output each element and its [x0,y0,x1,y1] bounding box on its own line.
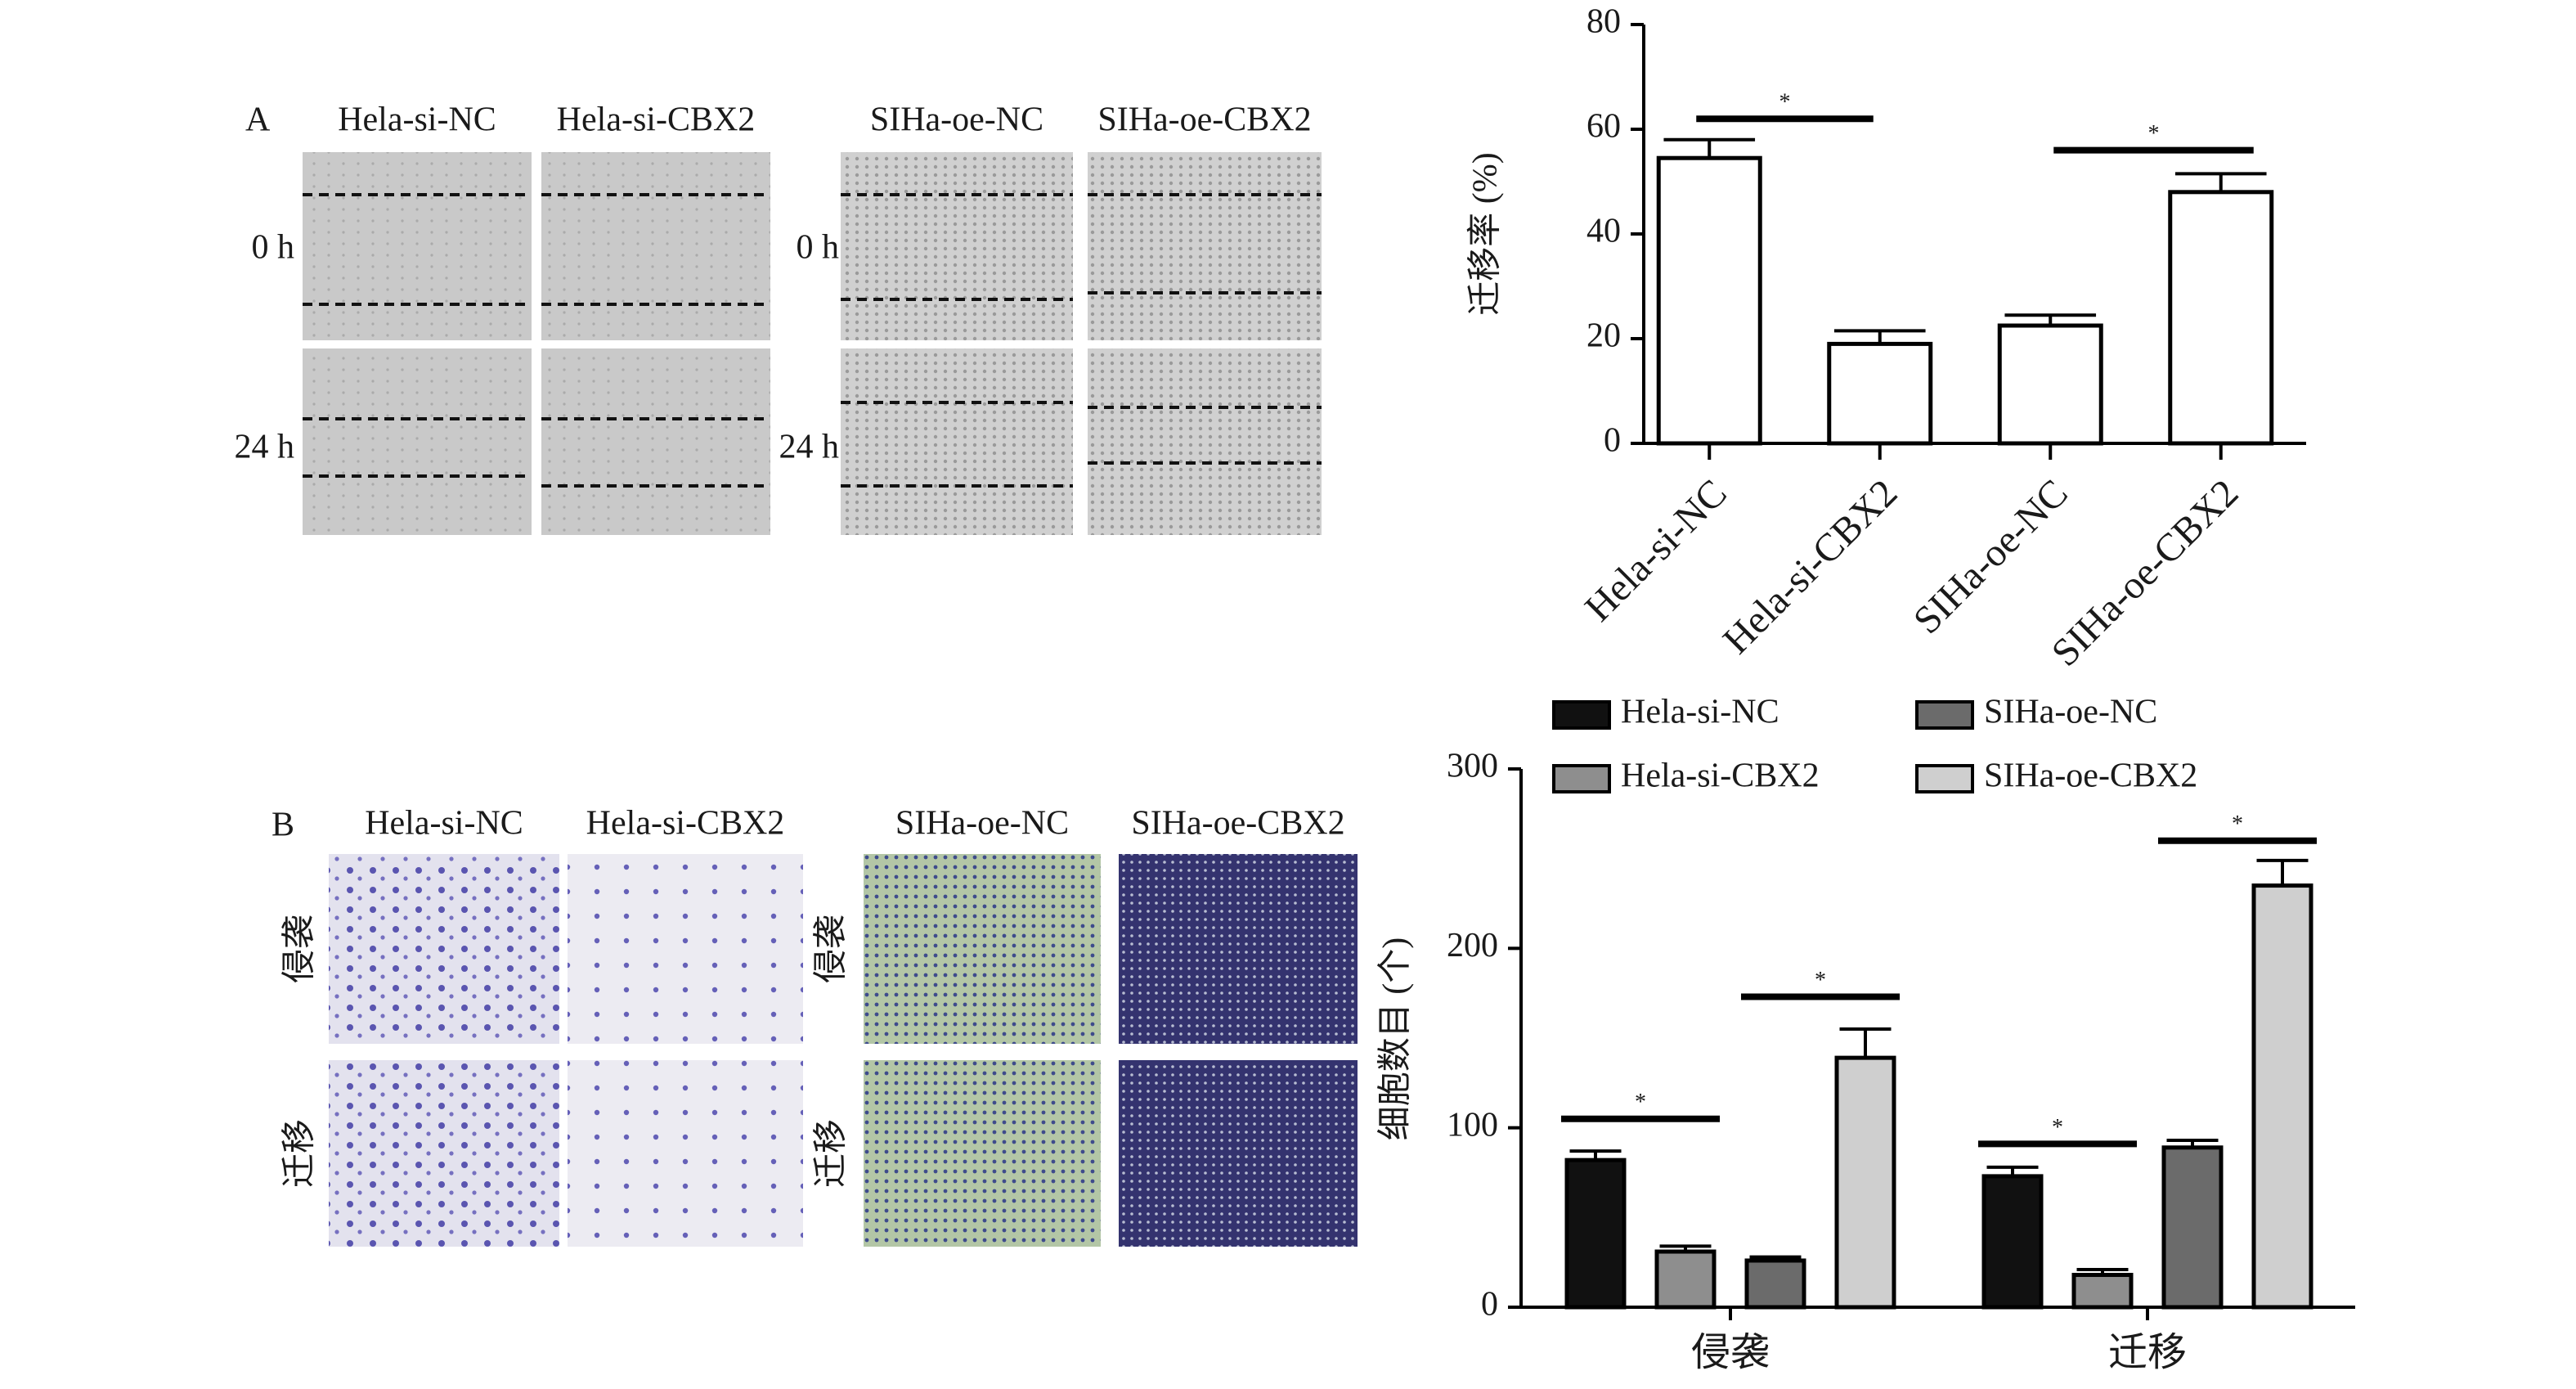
micrograph [864,1060,1101,1247]
y-axis-label: 迁移率 (%) [1466,152,1505,315]
row-label: 侵袭 [281,915,319,983]
column-label: SIHa-oe-NC [895,805,1069,843]
y-tick-label: 60 [1586,108,1621,146]
y-tick-label: 0 [1481,1286,1498,1324]
significance-label: * [1779,90,1791,115]
micrograph [841,152,1073,340]
row-label: 迁移 [281,1119,319,1188]
y-tick-label: 100 [1447,1106,1498,1144]
column-label: Hela-si-NC [338,101,496,139]
panel-label: A [245,101,271,139]
micrograph [841,348,1073,535]
significance-label: * [1635,1090,1646,1115]
x-tick-label: 侵袭 [1691,1331,1770,1374]
legend-label: Hela-si-CBX2 [1621,757,1820,795]
y-tick-label: 80 [1586,3,1621,41]
column-label: Hela-si-NC [365,805,523,843]
y-tick-label: 40 [1586,213,1621,250]
panel-label: B [272,807,294,844]
significance-label: * [2232,811,2243,837]
y-tick-label: 200 [1447,927,1498,964]
micrograph [541,348,770,535]
bar [1981,1174,2044,1310]
bar [2168,190,2274,446]
bar [1564,1158,1627,1310]
bar [1744,1258,1806,1310]
bar [1827,341,1933,446]
y-tick-label: 20 [1586,317,1621,355]
micrograph [568,854,803,1044]
y-tick-label: 300 [1447,748,1498,785]
bar [2071,1273,2134,1310]
column-label: SIHa-oe-NC [870,101,1043,139]
micrograph [864,854,1101,1044]
micrograph [1119,854,1358,1044]
x-tick-label: 迁移 [2108,1331,2187,1374]
legend-swatch [1552,764,1611,793]
significance-label: * [1815,968,1826,993]
column-label: SIHa-oe-CBX2 [1131,805,1344,843]
legend-label: SIHa-oe-NC [1984,694,2157,731]
significance-label: * [2148,121,2160,146]
bar [1997,323,2103,446]
x-tick-label: Hela-si-NC [1577,471,1735,630]
legend-swatch [1915,764,1974,793]
bar [2251,883,2313,1310]
row-label: 迁移 [813,1119,850,1188]
micrograph [303,348,532,535]
legend-swatch [1552,700,1611,730]
micrograph [1088,152,1322,340]
row-label: 0 h [797,229,840,267]
micrograph [303,152,532,340]
micrograph [568,1060,803,1247]
bar [1834,1055,1896,1310]
x-tick-label: Hela-si-CBX2 [1715,471,1906,663]
row-label: 24 h [779,429,840,466]
micrograph [1119,1060,1358,1247]
column-label: Hela-si-CBX2 [557,101,756,139]
micrograph [329,1060,559,1247]
legend-label: SIHa-oe-CBX2 [1984,757,2197,795]
y-tick-label: 0 [1604,422,1621,460]
micrograph [1088,348,1322,535]
significance-label: * [2052,1115,2063,1140]
x-tick-label: SIHa-oe-NC [1905,471,2076,642]
bar [1656,155,1762,446]
micrograph [541,152,770,340]
row-label: 侵袭 [813,915,850,983]
column-label: Hela-si-CBX2 [586,805,785,843]
column-label: SIHa-oe-CBX2 [1097,101,1311,139]
micrograph [329,854,559,1044]
row-label: 0 h [252,229,295,267]
bar [1654,1249,1717,1310]
row-label: 24 h [235,429,295,466]
bar [2161,1145,2224,1310]
legend-label: Hela-si-NC [1621,694,1779,731]
legend-swatch [1915,700,1974,730]
y-axis-label: 细胞数目 (个) [1377,937,1415,1140]
